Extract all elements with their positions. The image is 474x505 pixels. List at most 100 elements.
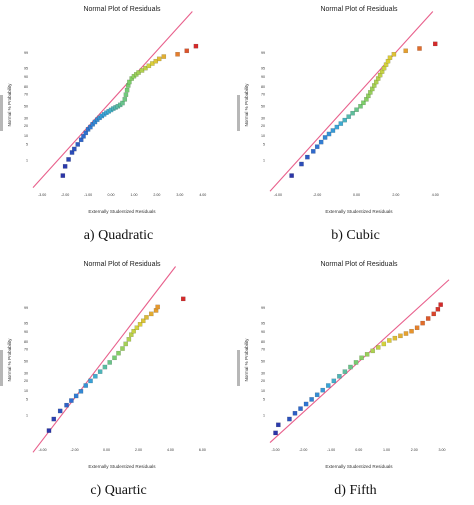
data-point — [139, 68, 145, 73]
x-tick-label: 3.00 — [439, 448, 446, 452]
data-point — [289, 173, 294, 178]
y-tick-label: 90 — [261, 330, 265, 334]
data-point — [81, 134, 86, 139]
data-point — [137, 322, 143, 327]
data-point — [370, 348, 375, 354]
data-point — [432, 41, 438, 47]
data-point — [149, 311, 154, 317]
y-tick-label: 10 — [261, 389, 265, 393]
data-point — [314, 392, 320, 398]
data-point — [120, 346, 125, 351]
y-tick-label: 20 — [261, 124, 265, 128]
normal-plot-quadratic: Normal Plot of Residuals Normal % Probab… — [0, 6, 206, 214]
data-point — [156, 56, 162, 62]
data-point — [398, 333, 403, 339]
data-point — [131, 328, 136, 334]
data-point — [112, 355, 117, 361]
y-tick-label: 20 — [24, 379, 28, 383]
panel-quartic: Normal Plot of Residuals Normal % Probab… — [0, 255, 237, 480]
y-tick-label: 50 — [261, 105, 265, 109]
y-tick-label: 90 — [261, 75, 265, 79]
data-point — [403, 331, 409, 336]
data-point — [364, 352, 370, 357]
left-edge-marks — [0, 350, 3, 386]
data-point — [299, 161, 304, 167]
x-tick-label: 2.00 — [411, 448, 418, 452]
reference-line — [32, 266, 177, 453]
data-point — [102, 364, 108, 370]
data-point — [90, 122, 95, 127]
data-point — [141, 318, 146, 324]
y-axis-label: Normal % Probability — [244, 83, 249, 127]
plot-title: Normal Plot of Residuals — [83, 261, 161, 268]
data-point — [143, 65, 148, 71]
y-tick-label: 70 — [261, 347, 265, 351]
data-point — [92, 119, 98, 125]
x-axis-label: Externally Studentized Residuals — [88, 464, 156, 469]
y-tick-label: 1 — [263, 158, 265, 162]
data-point — [60, 173, 66, 178]
data-point — [409, 328, 414, 334]
y-axis-label: Normal % Probability — [7, 338, 12, 382]
y-tick-label: 99 — [24, 51, 28, 55]
x-tick-label: 0.00 — [108, 193, 115, 197]
x-axis-label: Externally Studentized Residuals — [88, 209, 156, 214]
y-tick-label: 5 — [263, 398, 265, 402]
panel-fifth: Normal Plot of Residuals Normal % Probab… — [237, 255, 474, 480]
data-point — [387, 55, 393, 60]
data-point — [62, 164, 68, 169]
y-tick-label: 99 — [261, 51, 265, 55]
data-point — [425, 316, 431, 321]
data-point — [78, 137, 84, 143]
data-point — [305, 154, 310, 160]
caption-quadratic: a) Quadratic — [83, 228, 154, 243]
data-point — [69, 150, 75, 155]
panel-cubic: Normal Plot of Residuals Normal % Probab… — [237, 0, 474, 225]
data-point — [303, 401, 309, 407]
data-point — [46, 428, 52, 433]
data-point — [298, 406, 303, 411]
data-point — [83, 130, 89, 136]
data-point — [287, 416, 292, 422]
data-point — [322, 135, 328, 140]
plot-title: Normal Plot of Residuals — [320, 6, 398, 13]
data-point — [193, 43, 199, 49]
data-point — [150, 61, 155, 66]
data-point — [123, 92, 129, 97]
plot-title: Normal Plot of Residuals — [83, 6, 161, 13]
normal-plot-cubic: Normal Plot of Residuals Normal % Probab… — [237, 6, 439, 214]
data-point — [346, 114, 351, 119]
data-point — [431, 311, 436, 317]
data-point — [273, 430, 278, 436]
caption-quartic: c) Quartic — [90, 483, 147, 498]
data-point — [144, 315, 149, 320]
y-tick-label: 10 — [24, 134, 28, 138]
data-point — [435, 307, 441, 312]
data-point — [350, 110, 355, 116]
data-point — [326, 131, 332, 137]
y-tick-label: 30 — [24, 372, 28, 376]
caption-fifth: d) Fifth — [334, 483, 377, 498]
data-point — [348, 364, 353, 370]
left-edge-marks — [237, 350, 240, 386]
data-point — [292, 411, 298, 416]
data-point — [75, 142, 81, 147]
y-tick-label: 95 — [261, 67, 265, 71]
x-tick-label: 3.00 — [176, 193, 183, 197]
data-point — [51, 416, 57, 422]
data-point — [314, 144, 320, 149]
data-point — [387, 338, 392, 343]
plot-title: Normal Plot of Residuals — [320, 261, 398, 268]
x-axis-label: Externally Studentized Residuals — [325, 464, 393, 469]
data-point — [57, 408, 63, 414]
data-point — [184, 48, 190, 54]
y-tick-label: 99 — [261, 306, 265, 310]
plot-area: -3.00 -2.00 -1.00 0.00 1.00 2.00 3.00 1 5 10 20 30 5… — [261, 279, 450, 452]
y-tick-label: 5 — [26, 398, 28, 402]
data-point — [155, 304, 160, 310]
data-point — [359, 355, 364, 361]
y-tick-label: 70 — [261, 92, 265, 96]
data-point — [83, 383, 88, 388]
data-point — [73, 393, 79, 399]
data-point — [330, 128, 336, 133]
